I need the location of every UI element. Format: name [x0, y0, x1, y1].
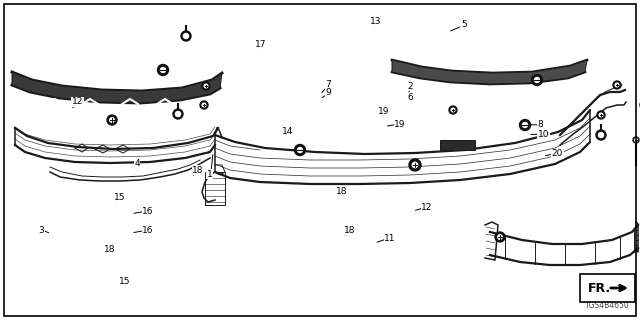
Circle shape — [181, 31, 191, 41]
Text: 11: 11 — [384, 234, 396, 243]
Circle shape — [597, 111, 605, 119]
Circle shape — [202, 82, 210, 90]
Circle shape — [449, 106, 457, 114]
Circle shape — [173, 109, 183, 119]
Polygon shape — [12, 72, 222, 103]
Text: 4: 4 — [134, 159, 140, 168]
Circle shape — [613, 81, 621, 89]
Circle shape — [204, 84, 208, 88]
Polygon shape — [392, 60, 587, 84]
Text: 6: 6 — [408, 93, 413, 102]
Text: 18: 18 — [192, 166, 204, 175]
Text: 10: 10 — [538, 130, 549, 139]
Text: 12: 12 — [72, 97, 83, 106]
Circle shape — [298, 148, 303, 153]
Circle shape — [202, 103, 206, 107]
Text: 18: 18 — [336, 188, 348, 196]
Text: FR.: FR. — [588, 282, 611, 294]
Circle shape — [615, 83, 619, 87]
Circle shape — [531, 75, 543, 85]
Text: 17: 17 — [255, 40, 266, 49]
Text: 20: 20 — [552, 149, 563, 158]
Circle shape — [599, 113, 603, 117]
Circle shape — [596, 130, 606, 140]
Circle shape — [157, 65, 168, 76]
Text: 19: 19 — [394, 120, 406, 129]
Text: 14: 14 — [282, 127, 293, 136]
Circle shape — [498, 235, 502, 239]
Text: 16: 16 — [142, 226, 154, 235]
Text: 7: 7 — [325, 80, 331, 89]
Circle shape — [175, 111, 180, 116]
Text: 12: 12 — [421, 203, 433, 212]
Text: 18: 18 — [344, 226, 355, 235]
Circle shape — [200, 101, 208, 109]
Text: 18: 18 — [104, 245, 116, 254]
Circle shape — [161, 68, 166, 73]
FancyBboxPatch shape — [580, 274, 635, 302]
Circle shape — [294, 145, 305, 156]
Text: 9: 9 — [325, 88, 331, 97]
Text: 15: 15 — [114, 193, 125, 202]
Text: 5: 5 — [461, 20, 467, 29]
Text: 8: 8 — [538, 120, 543, 129]
Text: 15: 15 — [119, 277, 131, 286]
Circle shape — [522, 123, 527, 127]
Circle shape — [633, 137, 639, 143]
Circle shape — [184, 34, 189, 38]
Text: TGS4B4650: TGS4B4650 — [585, 301, 630, 310]
Bar — [440, 140, 475, 150]
Circle shape — [412, 162, 418, 168]
Circle shape — [451, 108, 455, 112]
Text: 3: 3 — [38, 226, 44, 235]
Circle shape — [635, 139, 637, 141]
Circle shape — [107, 115, 117, 125]
Circle shape — [409, 159, 421, 171]
Text: 1: 1 — [207, 170, 212, 179]
Text: 16: 16 — [142, 207, 154, 216]
Text: 2: 2 — [408, 82, 413, 91]
Text: 19: 19 — [378, 108, 389, 116]
Circle shape — [109, 118, 115, 122]
Circle shape — [598, 132, 604, 138]
Circle shape — [495, 232, 505, 242]
Text: 13: 13 — [370, 17, 381, 26]
Circle shape — [534, 77, 540, 83]
Circle shape — [520, 119, 531, 131]
